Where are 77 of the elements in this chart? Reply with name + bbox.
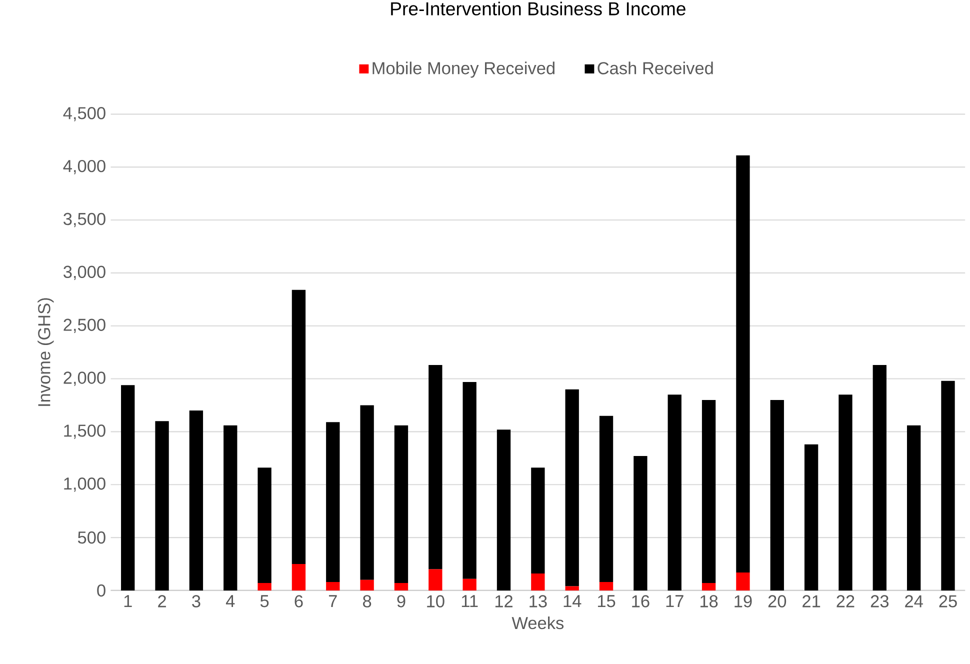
x-tick-label: 13 [530,595,547,608]
bar [634,456,648,590]
bar [189,410,204,590]
x-tick-label: 23 [870,595,889,608]
bar [941,380,955,590]
y-axis-title: Invome (GHS) [38,298,54,406]
bar [770,400,784,590]
bar [326,582,340,590]
bar [428,569,442,590]
bar [565,586,579,590]
bar [292,564,306,590]
x-tick-label: 17 [666,595,684,607]
bar [599,582,614,590]
bar [496,430,511,590]
x-tick-label: 20 [768,595,786,608]
x-tick-label: 2 [158,595,166,608]
bar [326,422,340,582]
x-axis-title: Weeks [512,616,564,630]
legend-label: Cash Received [598,62,713,74]
y-tick-label: 4,000 [63,160,106,174]
bar [428,364,442,570]
bar [462,578,476,590]
bar [736,572,750,590]
bar [258,468,272,583]
x-tick-label: 16 [632,595,650,608]
bar [360,405,374,580]
x-tick-label: 10 [427,595,444,608]
x-tick-label: 3 [192,595,200,608]
bar [462,382,476,579]
bar [702,582,716,590]
x-tick-label: 6 [294,595,303,608]
x-tick-label: 11 [462,595,478,607]
y-tick-label: 2,500 [64,318,106,333]
bar [121,385,135,590]
y-tick-label: 500 [78,531,106,544]
bar [565,389,579,586]
chart-title: Pre-Intervention Business B Income [391,2,686,16]
bar [224,425,238,590]
x-tick-label: 4 [226,595,235,607]
x-tick-label: 1 [124,595,132,607]
bar [531,468,545,574]
x-tick-label: 14 [564,595,582,607]
legend-label: Mobile Money Received [372,62,554,78]
bar [360,580,374,590]
x-tick-label: 21 [802,595,820,608]
y-tick-label: 3,500 [64,212,106,228]
bar [258,582,272,590]
bar [292,290,306,564]
x-tick-label: 8 [363,595,372,608]
x-tick-label: 9 [397,595,406,608]
bar [155,421,169,590]
bar [906,425,921,590]
x-tick-label: 19 [734,595,752,608]
bar [394,425,408,583]
bar [668,394,682,590]
y-tick-label: 4,500 [63,106,106,122]
bar [804,444,818,590]
y-tick-label: 0 [97,584,106,596]
y-tick-label: 3,000 [64,266,106,280]
x-tick-label: 15 [598,595,616,608]
bar [872,364,886,590]
bar [702,400,716,583]
x-tick-label: 25 [939,595,957,608]
x-tick-label: 7 [328,595,337,607]
x-tick-label: 5 [260,595,269,608]
y-tick-label: 1,500 [64,424,106,439]
y-tick-label: 1,000 [64,477,106,492]
x-tick-label: 24 [905,595,923,608]
x-tick-label: 22 [836,595,854,608]
x-tick-label: 18 [700,595,718,608]
bar [838,394,852,590]
bar [531,573,545,590]
y-tick-label: 2,000 [64,372,106,386]
bar [394,582,408,590]
x-tick-label: 12 [495,595,512,608]
bar [736,155,750,572]
bar [599,416,614,582]
